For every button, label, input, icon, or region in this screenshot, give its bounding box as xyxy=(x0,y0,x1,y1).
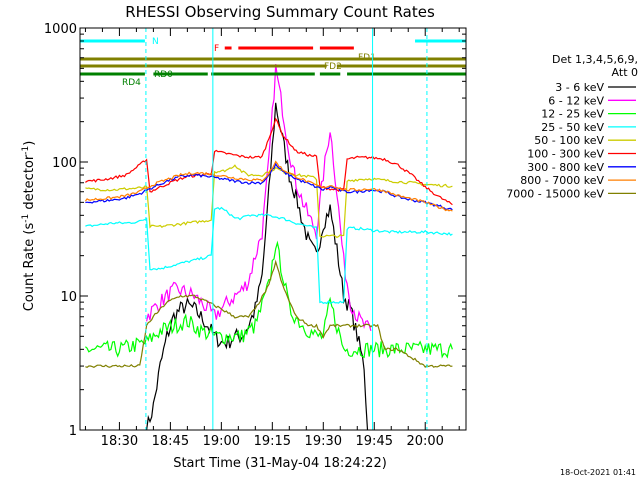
x-tick-label: 19:30 xyxy=(305,434,342,449)
series-line-7 xyxy=(84,160,453,212)
series-line-1 xyxy=(146,64,372,331)
y-axis-label-sup2: -1 xyxy=(21,146,31,155)
flag-label-3: FD2 xyxy=(324,62,342,72)
legend-label-8: 7000 - 15000 keV xyxy=(506,187,604,200)
y-tick-label: 1000 xyxy=(44,22,77,37)
legend-label-5: 100 - 300 keV xyxy=(527,148,604,161)
axes-group: 1 10 100 1000 18:30 18:45 19:00 19:15 19:30 19:45… xyxy=(44,22,467,449)
y-tick-label: 1 xyxy=(69,424,77,439)
legend-label-6: 300 - 800 keV xyxy=(527,161,604,174)
x-tick-label: 19:15 xyxy=(254,434,291,449)
flag-label-2: FD1 xyxy=(358,53,376,63)
y-axis-label-sup1: -1 xyxy=(21,214,31,223)
series-line-6 xyxy=(85,162,453,211)
x-tick-label: 19:45 xyxy=(356,434,393,449)
series-line-5 xyxy=(85,117,453,206)
legend-label-0: 3 - 6 keV xyxy=(555,81,604,94)
svg-text:Count Rate (s-1 detector-1): Count Rate (s-1 detector-1) xyxy=(21,141,37,312)
series-line-3 xyxy=(85,206,453,305)
chart-title: RHESSI Observing Summary Count Rates xyxy=(125,3,435,21)
flag-label-0: N xyxy=(152,37,159,47)
y-axis-label-end: ) xyxy=(22,141,37,146)
flag-label-5: RD4 xyxy=(122,78,141,88)
flag-label-1: F xyxy=(214,44,219,54)
legend-label-4: 50 - 100 keV xyxy=(534,134,604,147)
timestamp: 18-Oct-2021 01:41 xyxy=(560,468,636,477)
legend-label-2: 12 - 25 keV xyxy=(541,108,604,121)
series-line-2 xyxy=(85,240,453,359)
x-tick-label: 19:00 xyxy=(203,434,240,449)
x-tick-label: 20:00 xyxy=(406,434,443,449)
flag-label-4: RD0 xyxy=(154,70,173,80)
series-line-8 xyxy=(85,259,453,369)
series-line-0 xyxy=(146,102,369,431)
legend-label-3: 25 - 50 keV xyxy=(541,121,604,134)
y-axis-label-mid: detector xyxy=(22,154,37,214)
y-axis-label-main: Count Rate (s xyxy=(22,223,37,312)
x-tick-label: 18:30 xyxy=(101,434,138,449)
x-tick-label: 18:45 xyxy=(152,434,189,449)
series-group xyxy=(84,64,453,431)
y-tick-label: 10 xyxy=(60,290,77,305)
legend-header-1: Att 0 xyxy=(612,66,638,79)
y-axis-label: Count Rate (s-1 detector-1) xyxy=(21,141,37,312)
legend-header-0: Det 1,3,4,5,6,9, xyxy=(552,53,638,66)
legend-label-7: 800 - 7000 keV xyxy=(520,174,604,187)
plot-frame xyxy=(79,27,467,431)
legend-label-1: 6 - 12 keV xyxy=(548,94,604,107)
y-tick-label: 100 xyxy=(52,156,77,171)
x-axis-label: Start Time (31-May-04 18:24:22) xyxy=(173,456,387,471)
flag-bars-group: N F FD1 FD2 RD0 RD4 xyxy=(80,37,466,88)
series-line-4 xyxy=(85,164,453,239)
